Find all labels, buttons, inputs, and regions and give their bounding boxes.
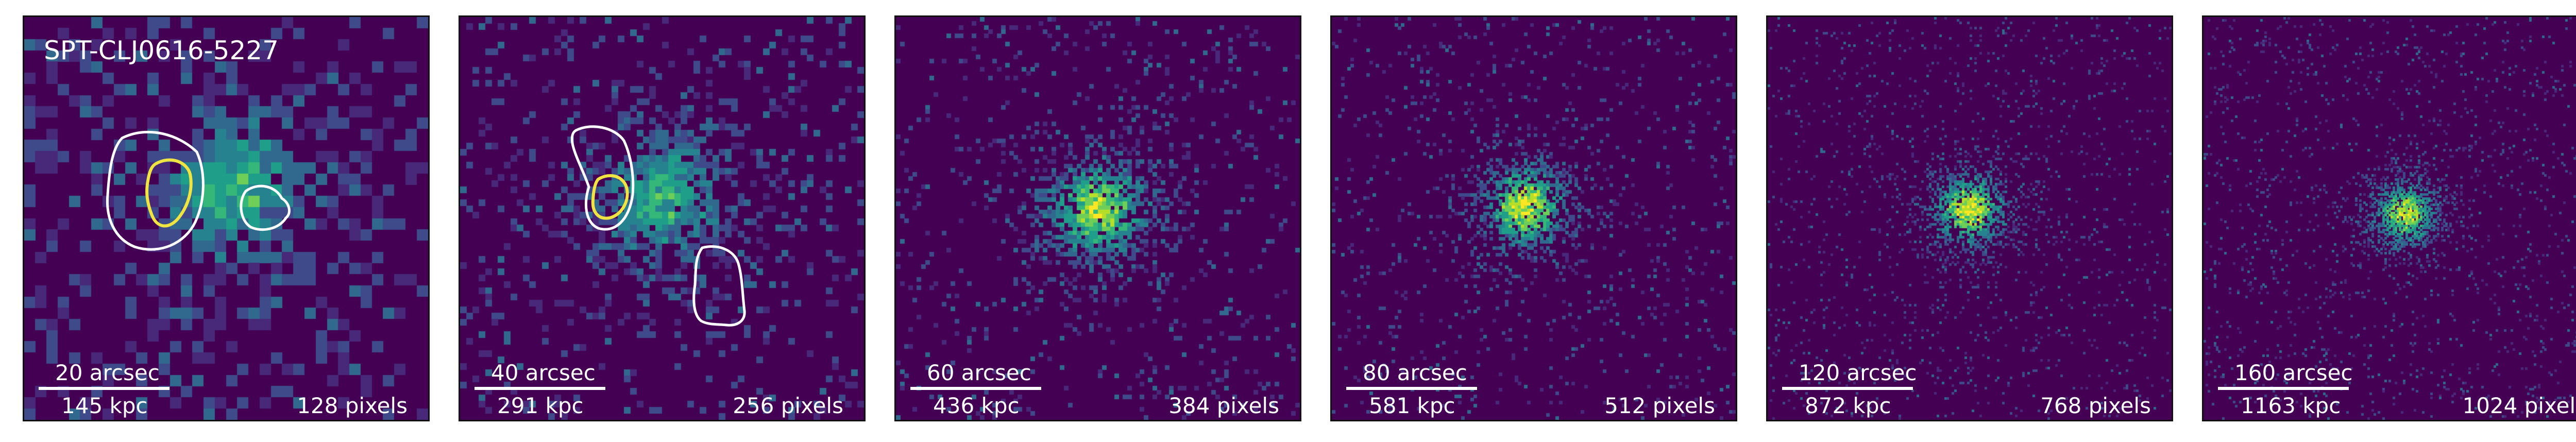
cluster-name: SPT-CLJ0616-5227: [44, 36, 279, 65]
scale-bar-kpc-label: 436 kpc: [933, 393, 1020, 418]
inner-contour: [145, 158, 193, 228]
scale-bar-arcsec-label: 80 arcsec: [1363, 360, 1467, 385]
scale-bar-kpc-label: 145 kpc: [61, 393, 148, 418]
scale-bar-kpc-label: 872 kpc: [1805, 393, 1891, 418]
scale-bar-arcsec-label: 160 arcsec: [2234, 360, 2353, 385]
image-panel-1: SPT-CLJ0616-5227 20 arcsec 145 kpc 128 p…: [23, 15, 430, 421]
xray-image: [896, 17, 1300, 420]
image-panel-5: 120 arcsec 872 kpc 768 pixels: [1766, 15, 2173, 421]
outer-contour: [240, 184, 291, 231]
contour-overlay: [106, 130, 291, 251]
scale-bar: [474, 387, 605, 390]
outer-contour: [106, 130, 205, 251]
image-panel-2: 40 arcsec 291 kpc 256 pixels: [459, 15, 866, 421]
scale-bar-kpc-label: 291 kpc: [497, 393, 584, 418]
image-panel-6: 160 arcsec 1163 kpc 1024 pixels: [2202, 15, 2576, 421]
scale-bar: [2218, 387, 2349, 390]
contour-overlay: [570, 125, 746, 327]
scale-bar-kpc-label: 581 kpc: [1369, 393, 1455, 418]
scale-bar-kpc-label: 1163 kpc: [2241, 393, 2341, 418]
scale-bar: [1782, 387, 1913, 390]
xray-image: [24, 17, 428, 420]
scale-bar-arcsec-label: 120 arcsec: [1799, 360, 1917, 385]
pixel-count-label: 768 pixels: [2040, 393, 2151, 418]
xray-image: [460, 17, 864, 420]
outer-contour: [570, 125, 635, 231]
scale-bar-arcsec-label: 60 arcsec: [927, 360, 1031, 385]
image-panel-3: 60 arcsec 436 kpc 384 pixels: [894, 15, 1301, 421]
inner-contour: [591, 174, 629, 220]
scale-bar: [910, 387, 1041, 390]
scale-bar: [39, 387, 170, 390]
pixel-count-label: 384 pixels: [1168, 393, 1279, 418]
scale-bar-arcsec-label: 20 arcsec: [55, 360, 160, 385]
pixel-count-label: 512 pixels: [1604, 393, 1715, 418]
pixel-count-label: 256 pixels: [733, 393, 843, 418]
xray-image: [2204, 17, 2576, 420]
image-panel-4: 80 arcsec 581 kpc 512 pixels: [1330, 15, 1737, 421]
outer-contour: [692, 245, 746, 327]
xray-image: [1768, 17, 2172, 420]
pixel-count-label: 128 pixels: [297, 393, 408, 418]
scale-bar: [1346, 387, 1477, 390]
xray-image: [1332, 17, 1736, 420]
pixel-count-label: 1024 pixels: [2462, 393, 2576, 418]
scale-bar-arcsec-label: 40 arcsec: [491, 360, 596, 385]
